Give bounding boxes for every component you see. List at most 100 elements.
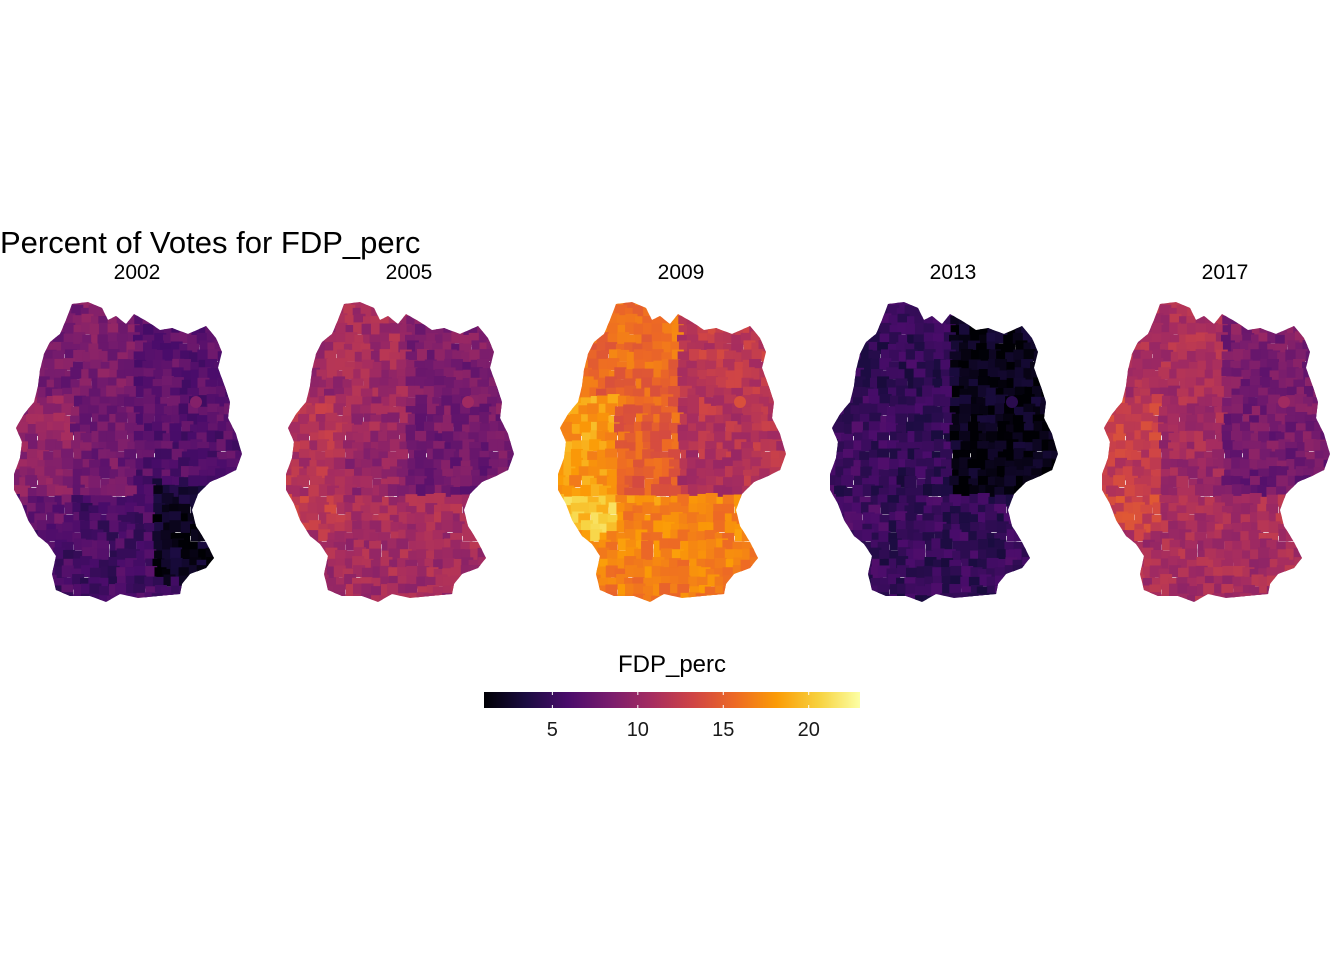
district-cell: [286, 558, 294, 571]
district-cell: [994, 403, 1007, 416]
district-cell: [916, 361, 929, 374]
district-cell: [1057, 486, 1058, 499]
district-cell: [513, 432, 514, 445]
district-cell: [959, 484, 972, 497]
district-cell: [578, 575, 591, 588]
district-cell: [199, 520, 212, 533]
district-cell: [852, 484, 865, 497]
district-cell: [1060, 369, 1066, 381]
district-cell: [298, 370, 311, 383]
district-cell: [1102, 315, 1108, 328]
district-cell: [1311, 548, 1324, 561]
district-cell: [767, 343, 780, 356]
district-cell: [1296, 576, 1309, 589]
district-cell: [223, 475, 236, 488]
district-cell: [1214, 341, 1227, 354]
district-cell: [1106, 531, 1119, 544]
district-cell: [1293, 495, 1306, 508]
district-cell: [97, 520, 110, 533]
district-cell: [1332, 503, 1338, 515]
district-cell: [869, 547, 882, 560]
district-cell: [290, 323, 303, 336]
district-cell: [462, 601, 475, 602]
district-cell: [1285, 583, 1298, 596]
district-cell: [345, 332, 358, 345]
district-cell: [517, 350, 522, 362]
district-cell: [760, 504, 773, 517]
district-cell: [208, 576, 221, 589]
district-cell: [949, 529, 962, 542]
district-cell: [441, 520, 454, 533]
district-cell: [109, 305, 122, 318]
district-cell: [1239, 302, 1252, 310]
district-cell: [1304, 439, 1317, 452]
district-cell: [215, 475, 228, 488]
district-cell: [16, 594, 29, 602]
district-cell: [504, 441, 514, 454]
district-cell: [1102, 439, 1111, 452]
district-cell: [286, 368, 292, 381]
district-cell: [713, 511, 726, 524]
district-cell: [715, 316, 728, 329]
district-cell: [1133, 603, 1145, 608]
district-cell: [558, 395, 565, 408]
district-cell: [19, 334, 32, 347]
district-cell: [1024, 538, 1037, 551]
district-cell: [830, 586, 837, 599]
district-cell: [761, 485, 774, 498]
district-cell: [46, 325, 59, 338]
district-cell: [1051, 531, 1058, 544]
district-cell: [1295, 532, 1308, 545]
district-cell: [987, 377, 1000, 390]
district-cell: [1258, 557, 1271, 570]
district-cell: [14, 343, 22, 356]
district-cell: [45, 439, 58, 452]
district-cell: [1302, 521, 1315, 534]
district-cell: [288, 421, 301, 434]
district-cell: [677, 529, 690, 542]
district-cell: [1134, 529, 1147, 542]
district-cell: [17, 359, 30, 372]
district-cell: [749, 313, 762, 326]
district-cell: [507, 324, 514, 337]
district-cell: [897, 529, 910, 542]
district-cell: [1039, 334, 1052, 347]
district-cell: [217, 585, 230, 598]
district-cell: [789, 475, 794, 487]
district-cell: [877, 376, 890, 389]
district-cell: [371, 586, 384, 599]
district-cell: [1320, 349, 1330, 362]
district-cell: [505, 605, 517, 608]
district-cell: [1022, 584, 1035, 597]
district-cell: [308, 484, 321, 497]
district-cell: [1049, 332, 1058, 345]
district-cell: [34, 604, 46, 608]
district-cell: [117, 304, 130, 317]
district-cell: [1231, 394, 1244, 407]
district-cell: [1107, 567, 1120, 580]
district-cell: [1321, 605, 1333, 608]
district-cell: [495, 359, 508, 372]
district-cell: [189, 576, 202, 589]
district-cell: [214, 521, 227, 534]
district-cell: [905, 583, 918, 596]
district-cell: [1031, 558, 1044, 571]
district-cell: [779, 575, 786, 588]
district-cell: [486, 521, 499, 534]
district-cell: [16, 369, 29, 382]
district-cell: [985, 395, 998, 408]
district-cell: [862, 529, 875, 542]
district-cell: [45, 603, 57, 608]
district-cell: [977, 304, 990, 317]
district-cell: [1050, 342, 1058, 355]
district-cell: [563, 334, 576, 347]
district-cell: [1331, 441, 1338, 453]
district-cell: [1042, 368, 1055, 381]
district-cell: [569, 556, 582, 569]
district-cell: [514, 576, 522, 588]
district-cell: [581, 558, 594, 571]
district-cell: [300, 360, 313, 373]
district-cell: [306, 302, 319, 309]
district-cell: [859, 358, 872, 371]
district-cell: [416, 503, 429, 516]
